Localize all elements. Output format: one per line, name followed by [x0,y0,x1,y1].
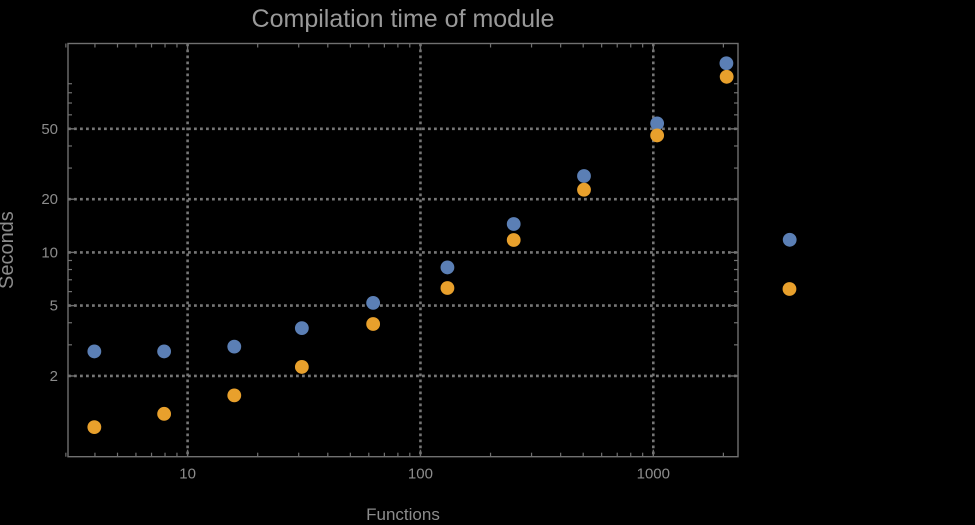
svg-text:100: 100 [408,466,433,483]
svg-text:2: 2 [50,368,58,385]
svg-text:Compilation time of module: Compilation time of module [252,5,555,33]
svg-text:10: 10 [179,466,196,483]
svg-text:10: 10 [41,244,58,261]
svg-text:20: 20 [41,191,58,208]
svg-text:5: 5 [50,298,58,315]
svg-text:Seconds: Seconds [0,211,18,289]
svg-text:Functions: Functions [366,505,440,524]
svg-text:50: 50 [41,121,58,138]
svg-text:1000: 1000 [637,466,670,483]
